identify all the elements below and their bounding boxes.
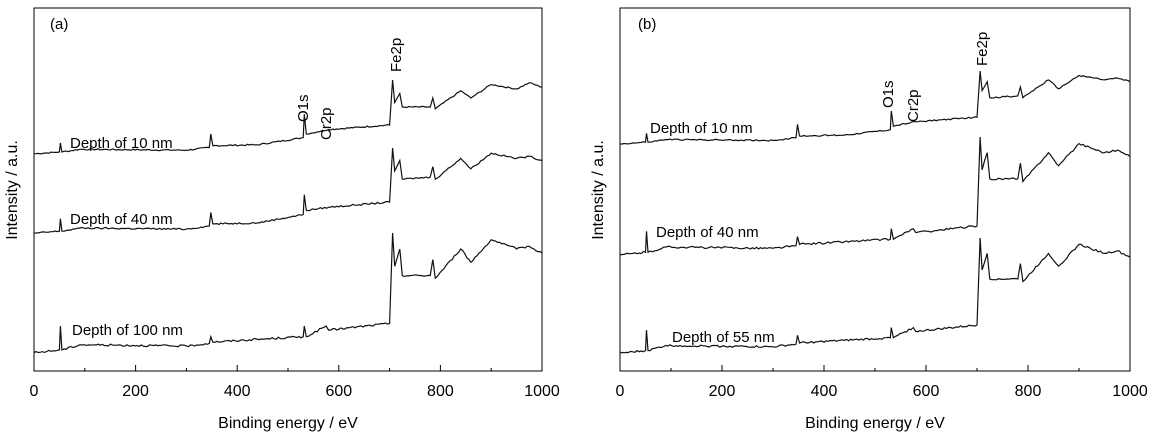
panel-b-series-line-1 xyxy=(620,70,1131,145)
panel-a-xlabel: Binding energy / eV xyxy=(218,415,358,432)
panel-a-xtick-label-800: 800 xyxy=(427,383,454,400)
panel-a-series-line-3 xyxy=(33,232,543,354)
panel-a-label: (a) xyxy=(50,16,68,33)
panel-a-fe2p-label: Fe2p xyxy=(388,38,405,72)
panel-b-xtick-label-200: 200 xyxy=(709,383,736,400)
panel-b-series-label-55: Depth of 55 nm xyxy=(672,329,775,346)
panel-a-series-line-2 xyxy=(33,147,543,234)
panel-a-xtick-label-400: 400 xyxy=(224,383,251,400)
panel-b-xtick-label-800: 800 xyxy=(1015,383,1042,400)
panel-a-series-label-40: Depth of 40 nm xyxy=(70,211,173,228)
panel-a-xtick-label-1000: 1000 xyxy=(524,383,560,400)
panel-a-xtick-label-600: 600 xyxy=(325,383,352,400)
panel-b-fe2p-label: Fe2p xyxy=(974,32,991,66)
panel-a-cr2p-label: Cr2p xyxy=(318,107,335,140)
panel-a-ylabel: Intensity / a.u. xyxy=(4,140,21,240)
panel-b-xtick-label-1000: 1000 xyxy=(1112,383,1148,400)
panel-b-xlabel: Binding energy / eV xyxy=(805,415,945,432)
panel-b-lines xyxy=(619,70,1131,354)
panel-a: (a) Binding energy / eV Intensity / a.u.… xyxy=(4,7,560,432)
panel-b-frame xyxy=(619,7,1131,372)
panel-b-cr2p-label: Cr2p xyxy=(905,89,922,122)
panel-a-o1s-label: O1s xyxy=(295,94,312,122)
panel-b-ticks: 0 200 400 600 800 1000 xyxy=(616,365,1148,400)
panel-b-o1s-label: O1s xyxy=(880,80,897,108)
panel-b-label: (b) xyxy=(638,16,656,33)
panel-a-series-line-1 xyxy=(33,79,543,155)
panel-b: (b) Binding energy / eV Intensity / a.u.… xyxy=(590,7,1148,432)
panel-b-ylabel: Intensity / a.u. xyxy=(590,140,607,240)
panel-b-series-line-2 xyxy=(619,136,1131,256)
panel-b-series-label-40: Depth of 40 nm xyxy=(656,224,759,241)
panel-b-xtick-label-400: 400 xyxy=(811,383,838,400)
panel-b-series-line-3 xyxy=(619,237,1131,354)
panel-b-xtick-label-0: 0 xyxy=(616,383,625,400)
panel-a-frame xyxy=(33,7,543,372)
panel-a-lines xyxy=(33,79,543,354)
panel-b-xtick-label-600: 600 xyxy=(913,383,940,400)
panel-a-ticks: 0 200 400 600 800 1000 xyxy=(30,365,560,400)
panel-a-xtick-label-200: 200 xyxy=(122,383,149,400)
panel-a-series-label-10: Depth of 10 nm xyxy=(70,135,173,152)
panel-b-series-label-10: Depth of 10 nm xyxy=(650,120,753,137)
panel-a-xtick-label-0: 0 xyxy=(30,383,39,400)
panel-a-series-label-100: Depth of 100 nm xyxy=(72,322,183,339)
